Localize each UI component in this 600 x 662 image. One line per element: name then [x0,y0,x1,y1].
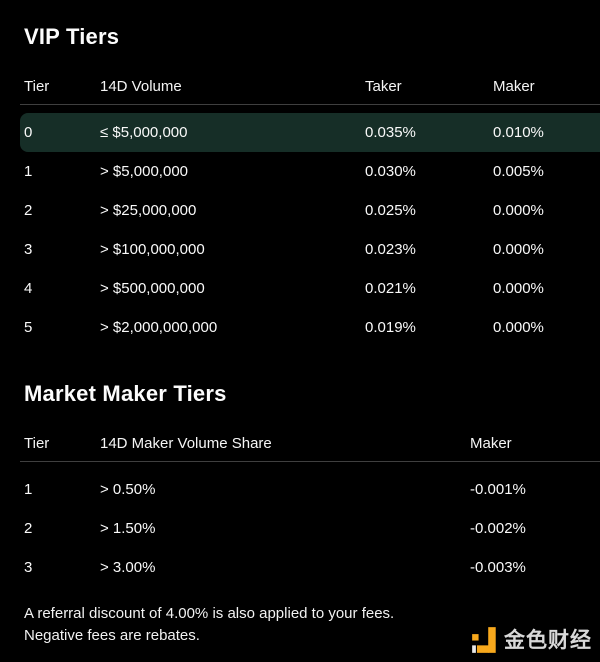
maker-fee-cell: 0.000% [493,319,544,336]
table-row: 3 > $100,000,000 0.023% 0.000% [20,230,600,269]
maker-fee-cell: 0.010% [493,124,544,141]
jinse-logo-text: 金色财经 [504,628,592,652]
maker-fee-cell: -0.001% [470,481,526,498]
vip-tiers-body: 0 ≤ $5,000,000 0.035% 0.010% 1 > $5,000,… [20,113,600,347]
volume-cell: > $2,000,000,000 [100,319,218,336]
table-row: 1 > 0.50% -0.001% [20,470,600,509]
taker-fee-cell: 0.023% [365,241,416,258]
tier-cell: 5 [24,319,33,336]
mm-header-volume-share: 14D Maker Volume Share [100,435,272,452]
table-row: 5 > $2,000,000,000 0.019% 0.000% [20,308,600,347]
tier-cell: 4 [24,280,33,297]
table-row: 2 > $25,000,000 0.025% 0.000% [20,191,600,230]
taker-fee-cell: 0.025% [365,202,416,219]
mm-tiers-header-row: Tier 14D Maker Volume Share Maker [20,435,600,462]
vip-tiers-title: VIP Tiers [24,24,120,49]
jinse-finance-logo: 金色财经 [472,625,592,655]
vip-tiers-table: Tier 14D Volume Taker Maker 0 ≤ $5,000,0… [20,78,600,347]
volume-cell: ≤ $5,000,000 [100,124,188,141]
maker-fee-cell: 0.000% [493,241,544,258]
table-row-current-tier: 0 ≤ $5,000,000 0.035% 0.010% [20,113,600,152]
tier-cell: 0 [24,124,33,141]
maker-fee-cell: 0.005% [493,163,544,180]
tier-cell: 2 [24,202,33,219]
footnote-line-referral: A referral discount of 4.00% is also app… [24,605,395,622]
volume-cell: > $500,000,000 [100,280,205,297]
table-row: 3 > 3.00% -0.003% [20,548,600,587]
fees-footnote: A referral discount of 4.00% is also app… [24,603,600,647]
taker-fee-cell: 0.019% [365,319,416,336]
tier-cell: 1 [24,481,33,498]
mm-tiers-body: 1 > 0.50% -0.001% 2 > 1.50% -0.002% 3 > … [20,470,600,587]
taker-fee-cell: 0.021% [365,280,416,297]
market-maker-tiers-title: Market Maker Tiers [24,381,227,406]
vip-header-tier: Tier [24,78,50,95]
vip-header-volume: 14D Volume [100,78,182,95]
mm-header-maker: Maker [470,435,512,452]
volume-cell: > $100,000,000 [100,241,205,258]
volume-cell: > $25,000,000 [100,202,197,219]
vip-header-maker: Maker [493,78,535,95]
tier-cell: 3 [24,559,33,576]
volume-share-cell: > 1.50% [100,520,156,537]
maker-fee-cell: -0.003% [470,559,526,576]
mm-header-tier: Tier [24,435,50,452]
taker-fee-cell: 0.035% [365,124,416,141]
tier-cell: 2 [24,520,33,537]
table-row: 2 > 1.50% -0.002% [20,509,600,548]
vip-tiers-header-row: Tier 14D Volume Taker Maker [20,78,600,105]
volume-share-cell: > 0.50% [100,481,156,498]
maker-fee-cell: -0.002% [470,520,526,537]
table-row: 1 > $5,000,000 0.030% 0.005% [20,152,600,191]
volume-cell: > $5,000,000 [100,163,189,180]
market-maker-tiers-table: Tier 14D Maker Volume Share Maker 1 > 0.… [20,435,600,587]
volume-share-cell: > 3.00% [100,559,156,576]
taker-fee-cell: 0.030% [365,163,416,180]
tier-cell: 1 [24,163,33,180]
vip-header-taker: Taker [365,78,402,95]
tier-cell: 3 [24,241,33,258]
jinse-j-icon [472,625,498,655]
footnote-line-rebates: Negative fees are rebates. [24,627,200,644]
maker-fee-cell: 0.000% [493,202,544,219]
table-row: 4 > $500,000,000 0.021% 0.000% [20,269,600,308]
maker-fee-cell: 0.000% [493,280,544,297]
